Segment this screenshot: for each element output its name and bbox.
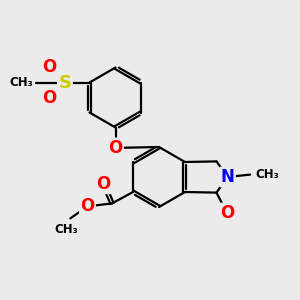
Text: CH₃: CH₃ [256, 168, 279, 181]
Text: O: O [42, 58, 56, 76]
Text: O: O [42, 89, 56, 107]
Text: N: N [220, 168, 235, 186]
Text: O: O [108, 139, 123, 157]
Text: O: O [80, 197, 94, 215]
Text: CH₃: CH₃ [54, 223, 78, 236]
Text: S: S [58, 74, 71, 92]
Text: CH₃: CH₃ [9, 76, 33, 89]
Text: O: O [220, 204, 234, 222]
Text: O: O [97, 175, 111, 193]
